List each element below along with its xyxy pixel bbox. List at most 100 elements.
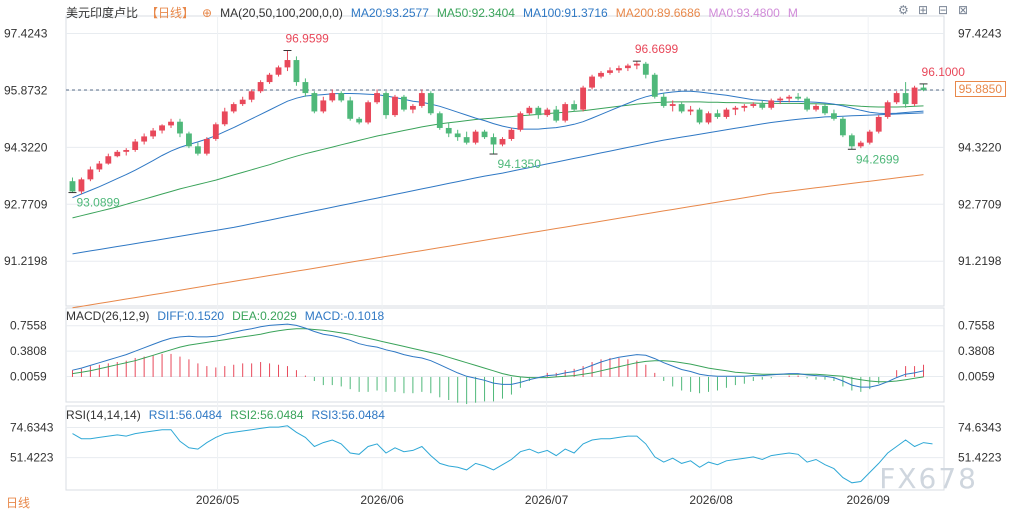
collapse-icon[interactable]: ⊟ — [938, 3, 949, 17]
x-tick-label: 2026/08 — [689, 493, 733, 507]
ma0-value: MA0:93.4800 — [708, 5, 780, 20]
price-tick-left: 91.2198 — [4, 254, 48, 268]
candle-body — [481, 131, 488, 138]
candle-body — [920, 87, 927, 91]
expand-icon[interactable]: ⊞ — [918, 3, 929, 17]
candle-body — [544, 109, 551, 116]
candle-body — [454, 133, 461, 138]
price-panel-frame — [65, 15, 945, 307]
candle-body — [436, 113, 443, 128]
candle-body — [696, 109, 703, 123]
candle-body — [839, 118, 846, 136]
candle-body — [723, 109, 730, 117]
candle-body — [347, 100, 354, 119]
high-annotation: 96.6699 — [635, 42, 679, 56]
current-price-tag: 95.8850 — [954, 81, 1006, 97]
period-button[interactable]: 日线 — [6, 496, 31, 510]
high-annotation: 96.1000 — [922, 65, 966, 79]
price-tick-left: 92.7709 — [4, 197, 48, 211]
candle-body — [338, 93, 345, 101]
candle-body — [194, 146, 201, 154]
candle-body — [284, 60, 291, 68]
settings-icon[interactable]: ⚙ — [898, 3, 909, 17]
candle-body — [750, 104, 757, 106]
candle-body — [535, 107, 542, 116]
low-annotation: 93.0899 — [76, 196, 120, 210]
ma200-value: MA200:89.6686 — [615, 5, 701, 20]
candle-body — [822, 105, 828, 114]
close-icon[interactable]: ⊠ — [958, 3, 969, 17]
candle-body — [230, 104, 237, 112]
candle-body — [553, 109, 560, 121]
price-tick-left: 97.4243 — [4, 26, 48, 40]
candle-body — [186, 133, 192, 147]
candle-body — [356, 118, 363, 123]
candle-body — [472, 131, 479, 143]
zoom-icon[interactable]: ⊕ — [202, 5, 213, 20]
candle-body — [329, 93, 336, 101]
candle-body — [848, 135, 855, 147]
ma50-value: MA50:92.3404 — [436, 5, 515, 20]
high-annotation: 96.9599 — [285, 32, 329, 46]
macd-tick-right: 0.0059 — [958, 370, 995, 384]
candle-body — [678, 104, 685, 112]
candle-body — [401, 96, 407, 110]
candle-body — [168, 121, 174, 126]
candle-body — [759, 104, 766, 108]
candle-body — [571, 104, 578, 110]
candle-body — [607, 70, 613, 73]
price-tick-left: 94.3220 — [4, 140, 48, 154]
m-label: M — [787, 5, 798, 20]
period-label[interactable]: 【日线】 — [146, 6, 195, 20]
rsi-tick-left: 74.6343 — [10, 421, 54, 435]
candle-body — [777, 98, 784, 101]
candle-body — [365, 102, 372, 123]
macd-header: MACD(26,12,9) DIFF:0.1520 DEA:0.2029 MAC… — [66, 309, 384, 323]
candle-body — [875, 116, 882, 132]
candle-body — [866, 131, 873, 143]
ma50-line — [72, 101, 924, 219]
candle-body — [490, 137, 497, 145]
rsi-tick-right: 51.4223 — [958, 451, 1002, 465]
candle-body — [884, 102, 891, 117]
candle-body — [383, 93, 389, 116]
macd-tick-right: 0.7558 — [958, 319, 995, 333]
candle-body — [463, 137, 470, 143]
macd-dea: DEA:0.2029 — [232, 309, 297, 323]
pair-title: 美元印度卢比 — [66, 6, 139, 20]
candle-body — [427, 93, 434, 114]
watermark: FX678 — [879, 462, 978, 495]
macd-tick-left: 0.3808 — [10, 344, 47, 358]
macd-diff-line — [72, 323, 924, 388]
candle-body — [651, 74, 658, 97]
candle-body — [562, 104, 569, 121]
candle-body — [445, 127, 452, 134]
rsi2-value: RSI2:56.0484 — [230, 408, 304, 422]
x-tick-label: 2026/06 — [360, 493, 404, 507]
candle-body — [302, 82, 309, 94]
rsi-line — [72, 425, 933, 484]
candle-body — [78, 179, 85, 192]
price-tick-right: 91.2198 — [958, 254, 1002, 268]
candle-body — [705, 113, 712, 123]
candle-body — [96, 163, 103, 170]
candle-body — [293, 60, 300, 83]
candle-body — [212, 124, 219, 139]
candle-body — [123, 149, 130, 152]
candle-body — [508, 129, 515, 139]
candle-body — [669, 104, 676, 106]
x-tick-label: 2026/07 — [525, 493, 569, 507]
candle-body — [150, 130, 157, 137]
x-tick-label: 2026/05 — [196, 493, 240, 507]
macd-diff: DIFF:0.1520 — [157, 309, 225, 323]
candle-body — [141, 136, 148, 142]
macd-value: MACD:-0.1018 — [304, 309, 385, 323]
candle-body — [517, 113, 524, 130]
candle-body — [392, 96, 398, 116]
candle-body — [687, 109, 694, 112]
candle-body — [813, 105, 819, 110]
candle-body — [786, 96, 793, 99]
candle-body — [714, 113, 721, 117]
